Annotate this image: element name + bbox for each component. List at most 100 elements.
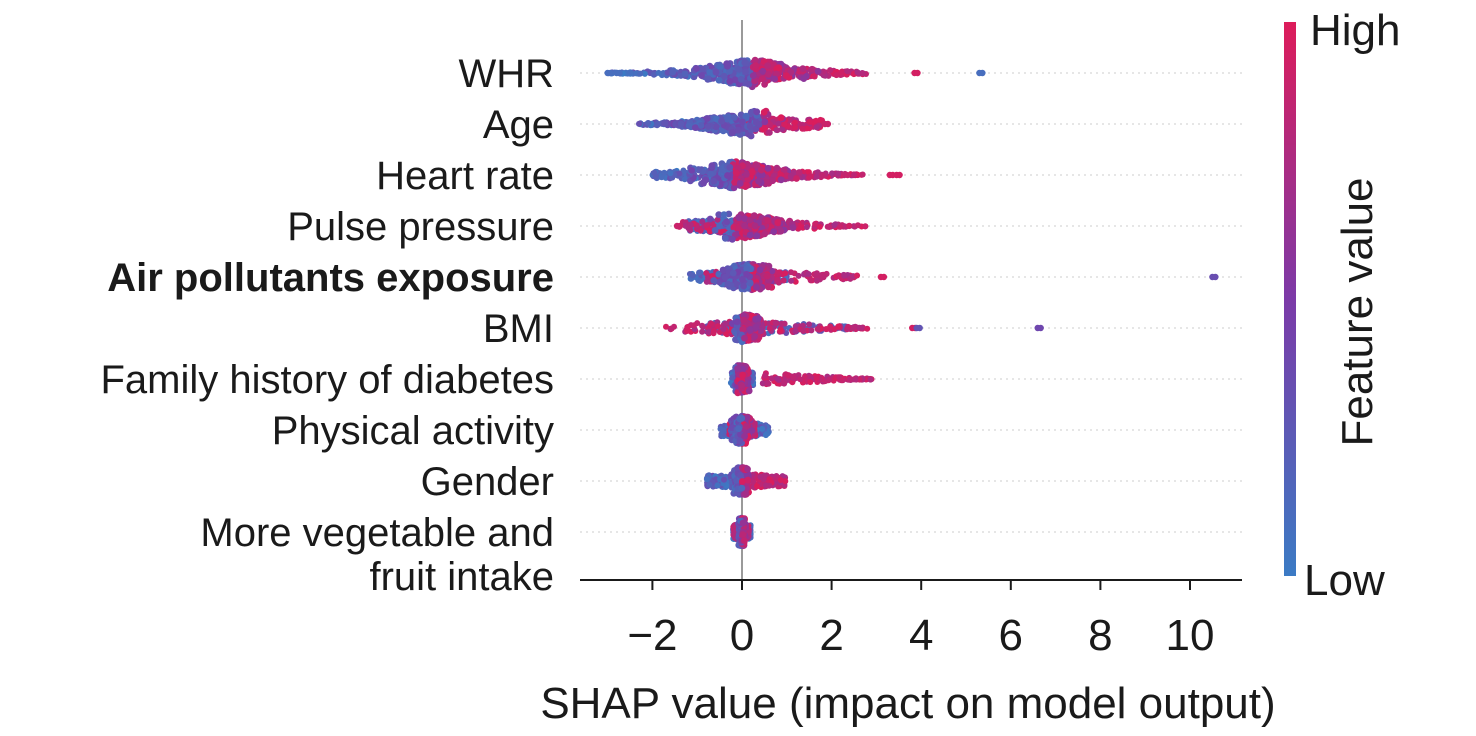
shap-dot <box>685 122 693 129</box>
shap-dot <box>636 120 643 127</box>
shap-dot <box>738 478 746 485</box>
shap-dot <box>739 118 746 126</box>
shap-dot <box>758 75 766 83</box>
shap-dot <box>727 282 735 289</box>
shap-dot <box>724 172 731 179</box>
shap-dot <box>713 115 720 123</box>
shap-dot <box>811 73 818 80</box>
shap-dot <box>734 126 742 134</box>
shap-dot <box>852 376 859 383</box>
shap-dot <box>710 277 718 284</box>
shap-dot <box>763 178 771 186</box>
shap-dot <box>774 375 781 382</box>
shap-dot <box>854 222 861 229</box>
shap-dot <box>792 119 799 126</box>
shap-dot <box>777 176 785 184</box>
shap-dot <box>746 231 754 239</box>
shap-dot <box>716 222 723 230</box>
shap-dot <box>772 319 779 326</box>
shap-dot <box>757 473 764 480</box>
shap-dot <box>746 326 754 333</box>
shap-dot <box>813 124 820 131</box>
shap-dot <box>803 125 810 132</box>
shap-dot <box>764 164 772 172</box>
shap-dot <box>854 69 861 76</box>
shap-dot <box>645 120 651 126</box>
shap-dot <box>777 114 785 121</box>
shap-dot <box>896 171 903 179</box>
shap-dot <box>751 56 759 64</box>
shap-dot <box>743 270 750 278</box>
shap-dot <box>699 65 706 73</box>
shap-dot <box>827 67 834 74</box>
shap-dot <box>795 272 802 279</box>
shap-dot <box>740 316 748 324</box>
shap-dot <box>807 277 814 284</box>
shap-dot <box>733 318 741 326</box>
shap-dot <box>719 266 727 274</box>
shap-dot <box>862 223 869 230</box>
shap-dot <box>759 425 766 432</box>
shap-dot <box>742 68 749 76</box>
shap-dot <box>607 69 614 77</box>
shap-dot <box>786 117 793 124</box>
shap-dot <box>752 62 760 69</box>
shap-dot <box>916 324 923 332</box>
shap-dot <box>864 325 871 332</box>
shap-dot <box>769 177 776 185</box>
shap-dot <box>755 121 763 128</box>
shap-dot <box>651 169 658 176</box>
shap-dot <box>688 167 696 174</box>
shap-dot <box>685 323 691 330</box>
shap-dot <box>880 273 888 281</box>
shap-dot <box>846 376 853 383</box>
shap-dot <box>697 227 704 234</box>
shap-dot <box>706 69 714 76</box>
shap-dot <box>654 120 661 128</box>
shap-dot <box>736 180 744 187</box>
shap-dot <box>715 270 723 278</box>
shap-dot <box>826 376 833 383</box>
shap-dot <box>736 437 744 445</box>
shap-dot <box>714 216 721 223</box>
shap-dot <box>616 69 623 77</box>
shap-dot <box>766 325 773 332</box>
shap-dot <box>764 217 772 225</box>
shap-dot <box>812 221 819 227</box>
shap-dot <box>741 222 748 230</box>
shap-dot <box>837 69 844 76</box>
shap-dot <box>859 70 866 77</box>
shap-dot <box>806 118 813 125</box>
shap-dot <box>817 116 824 123</box>
shap-dot <box>800 75 808 82</box>
shap-dot <box>788 269 794 276</box>
shap-dot <box>761 230 769 238</box>
shap-dot <box>718 228 724 235</box>
shap-dot <box>792 328 799 335</box>
shap-dot <box>715 323 721 330</box>
shap-dot <box>728 235 736 243</box>
shap-dot <box>732 169 740 177</box>
shap-dot <box>761 118 769 126</box>
shap-dot <box>739 275 746 283</box>
shap-dot <box>754 483 760 490</box>
shap-dot <box>780 166 788 174</box>
shap-dot <box>800 328 807 334</box>
shap-dot <box>743 422 750 430</box>
shap-dot <box>755 314 762 322</box>
shap-dot <box>759 67 767 75</box>
shap-dot <box>781 320 788 327</box>
shap-dot <box>762 432 769 439</box>
shap-dot <box>698 72 705 79</box>
shap-dot <box>706 215 714 223</box>
shap-dot <box>836 374 843 381</box>
shap-dot <box>808 327 815 334</box>
shap-dot <box>720 72 728 80</box>
shap-dot <box>730 184 738 192</box>
shap-dot <box>774 219 782 227</box>
shap-dot <box>751 333 758 340</box>
shap-dot <box>790 373 797 380</box>
shap-dot <box>682 222 689 229</box>
shap-dot <box>722 320 729 327</box>
shap-dot <box>737 472 744 479</box>
